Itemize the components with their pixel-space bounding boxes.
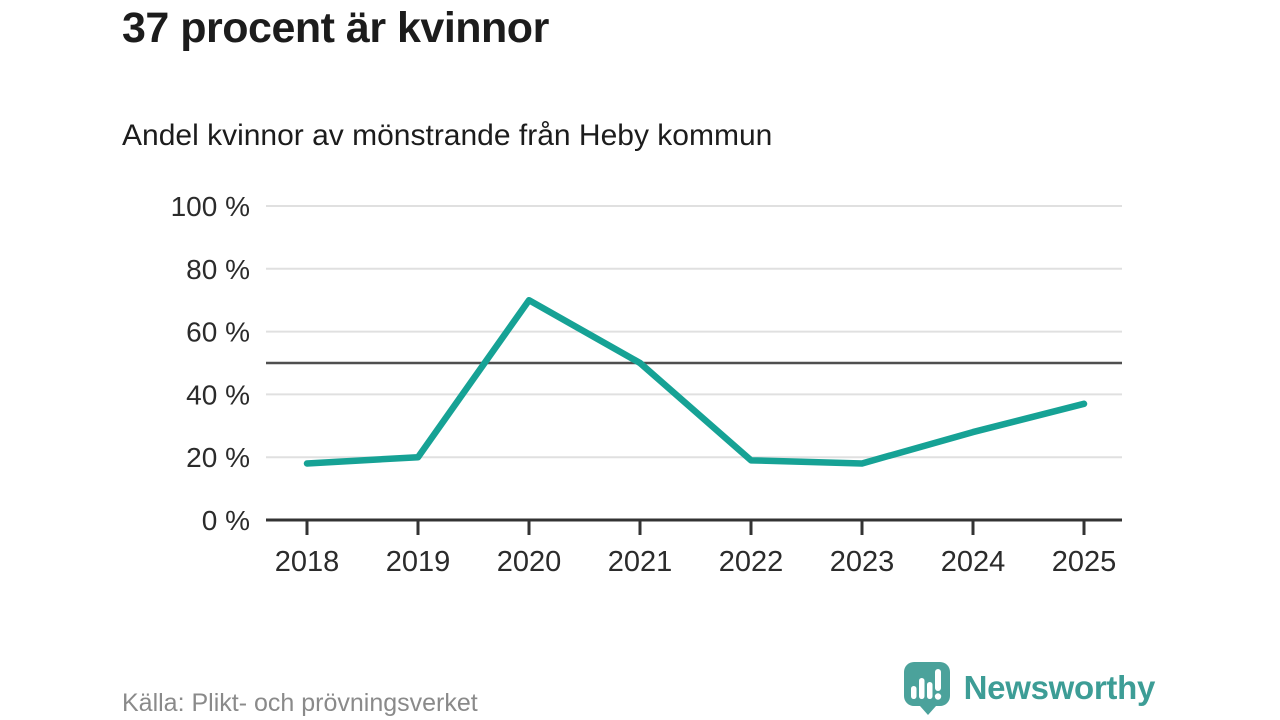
- chart-subtitle: Andel kvinnor av mönstrande från Heby ko…: [122, 119, 773, 152]
- x-tick-label: 2019: [386, 546, 451, 578]
- logo-exclamation-bar: [934, 669, 941, 691]
- y-tick-label: 100 %: [171, 191, 250, 222]
- line-chart: 0 % 20 % 40 % 60 % 80 % 100 % 2018 2019 2020 2021…: [171, 191, 1122, 578]
- y-tick-label: 60 %: [186, 317, 250, 348]
- brand-name: Newsworthy: [963, 669, 1156, 706]
- y-tick-label: 20 %: [186, 442, 250, 473]
- x-tick-label: 2018: [275, 546, 340, 578]
- y-tick-label: 0 %: [202, 505, 250, 536]
- logo-bar-3: [926, 682, 933, 699]
- x-tick-label: 2020: [497, 546, 562, 578]
- logo-bar-2: [918, 678, 925, 699]
- x-tick-label: 2024: [941, 546, 1006, 578]
- logo-bar-1: [910, 686, 917, 699]
- y-tick-label: 40 %: [186, 379, 250, 410]
- x-tick-label: 2023: [830, 546, 895, 578]
- x-tick-label: 2022: [719, 546, 784, 578]
- source-note: Källa: Plikt- och prövningsverket: [122, 689, 478, 717]
- newsworthy-logo-icon: [903, 662, 950, 715]
- x-tick-label: 2025: [1052, 546, 1117, 578]
- y-tick-label: 80 %: [186, 254, 250, 285]
- chart-title: 37 procent är kvinnor: [122, 4, 549, 52]
- logo-exclamation-dot: [934, 693, 941, 700]
- newsworthy-logo: Newsworthy: [900, 660, 1155, 716]
- x-tick-label: 2021: [608, 546, 673, 578]
- data-line: [303, 296, 1088, 467]
